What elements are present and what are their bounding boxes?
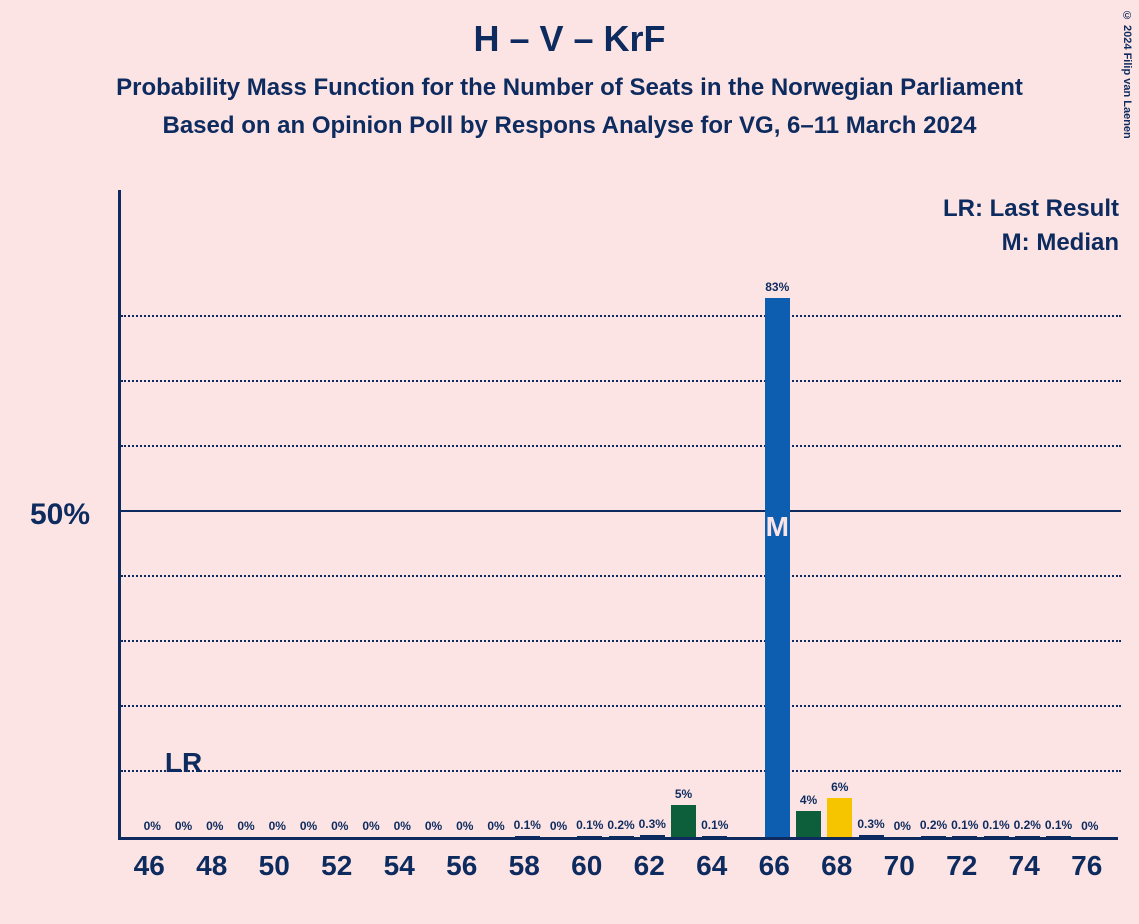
bar: [515, 836, 540, 837]
bar-value-label: 0.3%: [857, 817, 884, 831]
bar-value-label: 0%: [331, 819, 348, 833]
bar-value-label: 0.2%: [1014, 818, 1041, 832]
bar: [765, 298, 790, 838]
bar-value-label: 0.1%: [1045, 818, 1072, 832]
x-tick-label: 46: [118, 850, 181, 882]
x-tick-label: 74: [993, 850, 1056, 882]
bar-value-label: 0.2%: [920, 818, 947, 832]
bar-value-label: 0%: [487, 819, 504, 833]
x-tick-label: 72: [931, 850, 994, 882]
bar: [671, 805, 696, 838]
bar: [827, 798, 852, 837]
x-tick-label: 68: [806, 850, 869, 882]
bar-value-label: 0%: [425, 819, 442, 833]
bar: [609, 836, 634, 837]
gridline: [121, 445, 1121, 447]
x-tick-label: 64: [681, 850, 744, 882]
bar-value-label: 0.1%: [982, 818, 1009, 832]
bar-value-label: 6%: [831, 780, 848, 794]
gridline: [121, 510, 1121, 512]
bar: [952, 836, 977, 837]
x-tick-label: 76: [1056, 850, 1119, 882]
bar-value-label: 0.1%: [576, 818, 603, 832]
x-tick-label: 58: [493, 850, 556, 882]
gridline: [121, 380, 1121, 382]
bar: [859, 835, 884, 837]
bar-value-label: 0%: [175, 819, 192, 833]
bar-value-label: 0.3%: [639, 817, 666, 831]
chart-subtitle-1: Probability Mass Function for the Number…: [0, 74, 1139, 102]
bar: [921, 836, 946, 837]
gridline: [121, 640, 1121, 642]
bar-value-label: 0%: [237, 819, 254, 833]
bar-value-label: 4%: [800, 793, 817, 807]
gridline: [121, 705, 1121, 707]
chart-title: H – V – KrF: [0, 0, 1139, 60]
bar-value-label: 0%: [300, 819, 317, 833]
bar-value-label: 0%: [456, 819, 473, 833]
bar: [984, 836, 1009, 837]
bar-value-label: 0.1%: [951, 818, 978, 832]
bar-value-label: 0%: [894, 819, 911, 833]
bar-value-label: 0%: [206, 819, 223, 833]
bar: [577, 836, 602, 837]
last-result-marker: LR: [165, 747, 202, 779]
bar: [1015, 836, 1040, 837]
bar-value-label: 0%: [394, 819, 411, 833]
y-axis-label-50: 50%: [30, 498, 90, 532]
bar-value-label: 0.2%: [607, 818, 634, 832]
x-tick-label: 50: [243, 850, 306, 882]
bar: [1046, 836, 1071, 837]
x-tick-label: 70: [868, 850, 931, 882]
bar-value-label: 0%: [362, 819, 379, 833]
x-tick-label: 54: [368, 850, 431, 882]
bar-value-label: 0%: [144, 819, 161, 833]
bar-value-label: 0.1%: [701, 818, 728, 832]
x-tick-label: 52: [306, 850, 369, 882]
gridline: [121, 770, 1121, 772]
bar-value-label: 0.1%: [514, 818, 541, 832]
chart-plot-area: 0% 0% 0% 0% 0% 0% 0% 0% 0% 0% 0% 0% 0.1% 0% 0.1% 0.2% 0.…: [118, 190, 1118, 840]
gridline: [121, 315, 1121, 317]
bar-value-label: 0%: [269, 819, 286, 833]
median-marker: M: [766, 511, 789, 543]
x-tick-label: 48: [181, 850, 244, 882]
bar-value-label: 0%: [1081, 819, 1098, 833]
copyright-text: © 2024 Filip van Laenen: [1121, 10, 1133, 139]
x-tick-label: 56: [431, 850, 494, 882]
bar: [640, 835, 665, 837]
bar-value-label: 0%: [550, 819, 567, 833]
bar-value-label: 5%: [675, 787, 692, 801]
bar: [702, 836, 727, 837]
chart-subtitle-2: Based on an Opinion Poll by Respons Anal…: [0, 112, 1139, 140]
x-tick-label: 66: [743, 850, 806, 882]
gridline: [121, 575, 1121, 577]
x-tick-label: 62: [618, 850, 681, 882]
bar-value-label: 83%: [765, 280, 789, 294]
bar: [796, 811, 821, 837]
x-tick-label: 60: [556, 850, 619, 882]
